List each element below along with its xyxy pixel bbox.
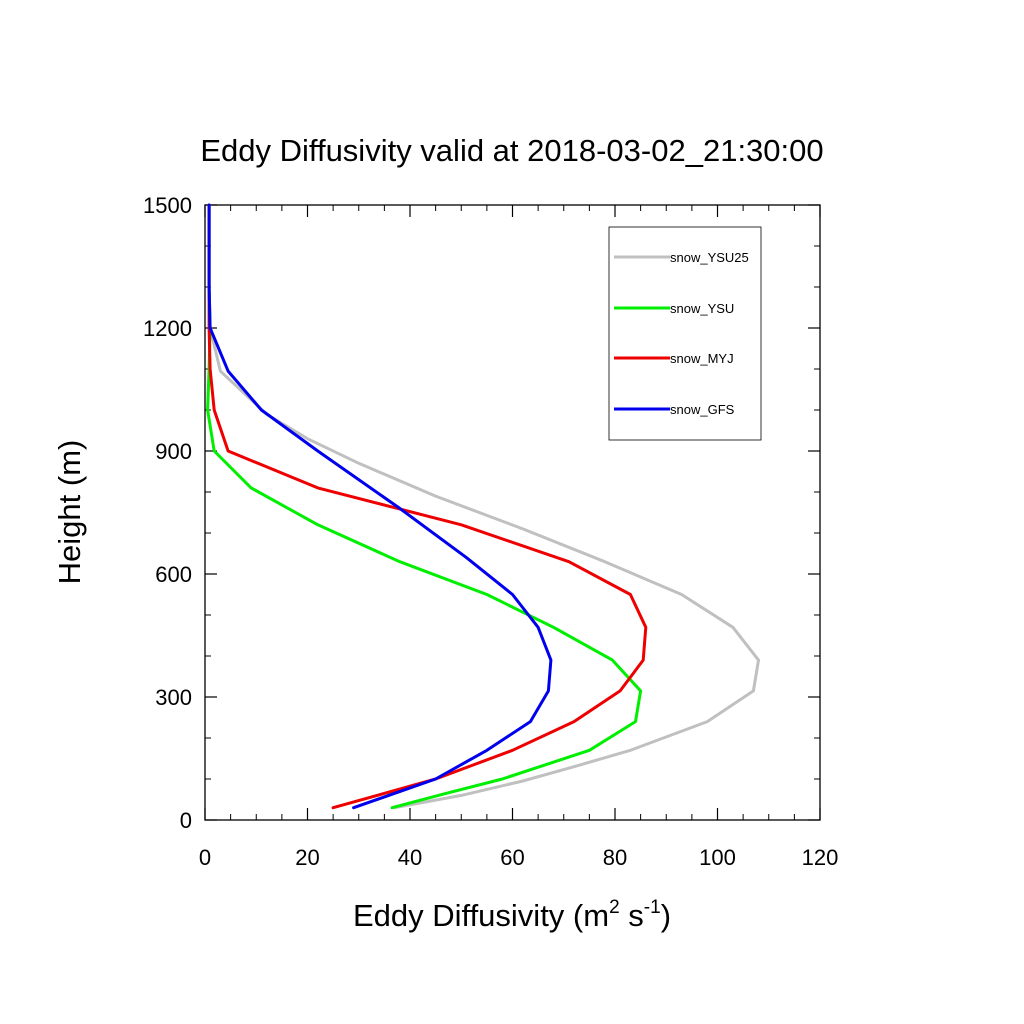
series-line-snow-ysu <box>206 203 643 810</box>
y-tick-label: 300 <box>155 685 192 710</box>
series-line-snow-myj <box>207 203 648 810</box>
legend-box <box>608 226 762 441</box>
legend-label-snow-ysu25: snow_YSU25 <box>670 250 749 265</box>
x-tick-label: 60 <box>500 845 524 870</box>
y-axis-title: Height (m) <box>52 440 87 585</box>
legend: snow_YSU25 snow_YSU snow_MYJ snow_GFS <box>608 226 762 441</box>
chart-title: Eddy Diffusivity valid at 2018-03-02_21:… <box>200 133 823 168</box>
x-tick-label: 40 <box>398 845 422 870</box>
x-tick-label: 120 <box>802 845 839 870</box>
x-tick-label: 20 <box>295 845 319 870</box>
x-tick-label: 100 <box>699 845 736 870</box>
x-axis-title-end: ) <box>661 898 671 933</box>
legend-label-snow-myj: snow_MYJ <box>670 351 734 366</box>
series-line-snow-gfs <box>207 203 553 810</box>
x-axis-title-sup1: 2 <box>609 897 620 918</box>
axis-ticks <box>204 204 821 821</box>
x-axis-title-sup2: -1 <box>644 897 661 918</box>
y-tick-label: 0 <box>180 808 192 833</box>
y-tick-label: 600 <box>155 562 192 587</box>
x-tick-label: 80 <box>603 845 627 870</box>
series-line-snow-ysu25 <box>207 203 760 810</box>
x-tick-label: 0 <box>199 845 211 870</box>
x-axis-title-base: Eddy Diffusivity (m <box>353 898 609 933</box>
y-tick-label: 900 <box>155 439 192 464</box>
y-tick-label: 1500 <box>143 193 192 218</box>
x-axis-title-mid: s <box>620 898 644 933</box>
x-axis-title: Eddy Diffusivity (m2 s-1) <box>353 897 671 933</box>
legend-label-snow-gfs: snow_GFS <box>670 402 735 417</box>
y-tick-label: 1200 <box>143 316 192 341</box>
series-lines <box>206 203 760 810</box>
legend-label-snow-ysu: snow_YSU <box>670 301 734 316</box>
